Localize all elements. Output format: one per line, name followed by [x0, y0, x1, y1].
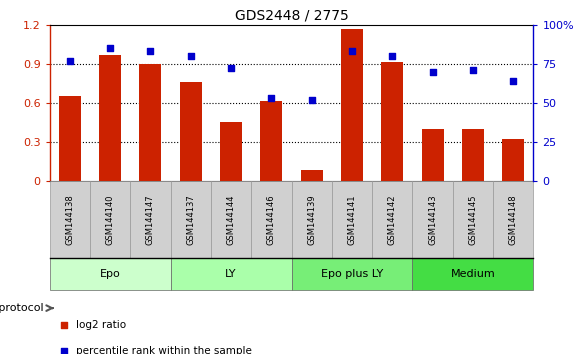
Text: GSM144142: GSM144142 [388, 194, 397, 245]
Point [508, 78, 518, 84]
Point [186, 53, 195, 59]
Point [226, 65, 236, 71]
Bar [139, 64, 161, 181]
Point [347, 48, 357, 54]
Text: Medium: Medium [451, 269, 496, 279]
Text: GSM144137: GSM144137 [186, 194, 195, 245]
Bar [493, 181, 533, 258]
Bar [251, 181, 292, 258]
Text: log2 ratio: log2 ratio [76, 320, 126, 330]
Bar [180, 82, 202, 181]
Bar [413, 258, 533, 290]
Bar [50, 181, 90, 258]
Bar [99, 55, 121, 181]
Text: GSM144147: GSM144147 [146, 194, 155, 245]
Bar [170, 258, 292, 290]
Text: GSM144143: GSM144143 [428, 194, 437, 245]
Point [266, 95, 276, 101]
Bar [211, 181, 251, 258]
Text: GSM144138: GSM144138 [65, 194, 74, 245]
Text: GSM144141: GSM144141 [347, 194, 356, 245]
Text: GSM144145: GSM144145 [469, 194, 477, 245]
Bar [462, 129, 484, 181]
Bar [260, 101, 282, 181]
Text: growth protocol: growth protocol [0, 303, 44, 313]
Text: GSM144144: GSM144144 [227, 194, 236, 245]
Point [307, 97, 317, 102]
Point [65, 58, 75, 63]
Point [388, 53, 397, 59]
Point [146, 48, 155, 54]
Bar [453, 181, 493, 258]
Bar [90, 181, 130, 258]
Bar [372, 181, 413, 258]
Bar [50, 258, 170, 290]
Text: LY: LY [225, 269, 237, 279]
Text: GSM144146: GSM144146 [267, 194, 276, 245]
Bar [170, 181, 211, 258]
Bar [502, 139, 524, 181]
Text: GSM144139: GSM144139 [307, 194, 316, 245]
Bar [341, 29, 363, 181]
Bar [301, 170, 323, 181]
Bar [292, 181, 332, 258]
Point [468, 67, 477, 73]
Bar [130, 181, 171, 258]
Bar [381, 62, 403, 181]
Title: GDS2448 / 2775: GDS2448 / 2775 [234, 8, 349, 22]
Bar [292, 258, 413, 290]
Bar [332, 181, 372, 258]
Point [428, 69, 437, 74]
Text: Epo plus LY: Epo plus LY [321, 269, 383, 279]
Text: percentile rank within the sample: percentile rank within the sample [76, 346, 252, 354]
Text: GSM144140: GSM144140 [106, 194, 114, 245]
Text: GSM144148: GSM144148 [509, 194, 518, 245]
Text: Epo: Epo [100, 269, 121, 279]
Bar [59, 96, 81, 181]
Bar [413, 181, 453, 258]
Point [106, 45, 115, 51]
Bar [422, 129, 444, 181]
Bar [220, 122, 242, 181]
